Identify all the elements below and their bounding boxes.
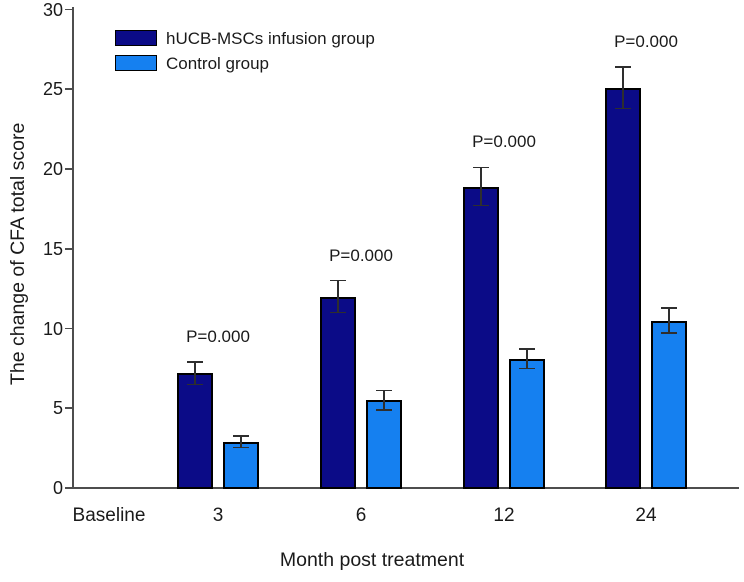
p-value-label-12: P=0.000 xyxy=(472,132,536,152)
y-tick-label-0: 0 xyxy=(52,478,63,498)
error-bar-cap-top xyxy=(376,389,392,392)
bar-control-6 xyxy=(366,400,402,489)
legend-item-hucb: hUCB-MSCs infusion group xyxy=(115,28,375,48)
error-bar-cap-bottom xyxy=(661,332,677,335)
y-tick-0 xyxy=(65,487,72,489)
error-bar-cap-bottom xyxy=(187,383,203,386)
y-tick-30 xyxy=(65,8,72,11)
error-bar-hucb-3 xyxy=(194,361,196,385)
error-bar-cap-bottom xyxy=(376,409,392,411)
x-tick-label-6: 6 xyxy=(355,505,367,526)
error-bar-cap-bottom xyxy=(519,367,535,370)
error-bar-cap-top xyxy=(615,66,631,68)
x-axis-line xyxy=(71,486,739,489)
legend: hUCB-MSCs infusion group Control group xyxy=(115,30,375,80)
error-bar-control-12 xyxy=(526,349,528,369)
bar-control-24 xyxy=(651,320,687,489)
x-tick-label-12: 12 xyxy=(493,505,515,526)
error-bar-control-24 xyxy=(668,307,670,334)
y-tick-25 xyxy=(65,88,72,91)
bar-hucb-12 xyxy=(463,186,499,489)
error-bar-hucb-12 xyxy=(480,167,482,206)
error-bar-cap-top xyxy=(233,435,249,437)
error-bar-control-6 xyxy=(383,390,385,410)
legend-label-hucb: hUCB-MSCs infusion group xyxy=(166,28,375,48)
bar-hucb-24 xyxy=(605,87,641,489)
x-axis-title: Month post treatment xyxy=(279,549,465,571)
error-bar-cap-top xyxy=(519,348,535,351)
bar-control-12 xyxy=(509,358,545,489)
y-tick-label-10: 10 xyxy=(42,318,63,339)
error-bar-cap-top xyxy=(187,361,203,363)
p-value-label-3: P=0.000 xyxy=(186,326,250,346)
y-tick-label-15: 15 xyxy=(42,238,63,259)
error-bar-cap-bottom xyxy=(233,446,249,449)
x-tick-label-baseline: Baseline xyxy=(72,505,146,526)
error-bar-cap-bottom xyxy=(473,204,489,207)
x-tick-label-24: 24 xyxy=(635,505,657,526)
y-tick-label-25: 25 xyxy=(42,79,63,100)
y-tick-20 xyxy=(65,168,72,170)
y-tick-10 xyxy=(65,327,72,330)
y-tick-label-20: 20 xyxy=(42,159,63,179)
y-tick-15 xyxy=(65,247,72,250)
bar-control-3 xyxy=(223,441,259,489)
error-bar-cap-top xyxy=(473,166,489,169)
y-tick-label-30: 30 xyxy=(42,0,63,20)
y-tick-label-5: 5 xyxy=(52,398,63,419)
p-value-label-24: P=0.000 xyxy=(614,31,678,51)
x-tick-label-3: 3 xyxy=(212,505,224,526)
error-bar-hucb-6 xyxy=(337,280,339,313)
legend-item-control: Control group xyxy=(115,53,375,73)
error-bar-hucb-24 xyxy=(622,66,624,109)
error-bar-cap-bottom xyxy=(615,107,631,110)
bar-hucb-3 xyxy=(177,373,213,489)
legend-label-control: Control group xyxy=(166,53,270,73)
y-axis-line xyxy=(71,7,74,488)
error-bar-cap-top xyxy=(330,279,346,282)
legend-swatch-control xyxy=(115,55,157,71)
error-bar-cap-top xyxy=(661,306,677,309)
legend-swatch-hucb xyxy=(115,30,157,46)
error-bar-control-3 xyxy=(240,436,242,448)
p-value-label-6: P=0.000 xyxy=(329,245,393,265)
bar-hucb-6 xyxy=(320,296,356,489)
error-bar-cap-bottom xyxy=(330,311,346,314)
y-tick-5 xyxy=(65,407,72,410)
